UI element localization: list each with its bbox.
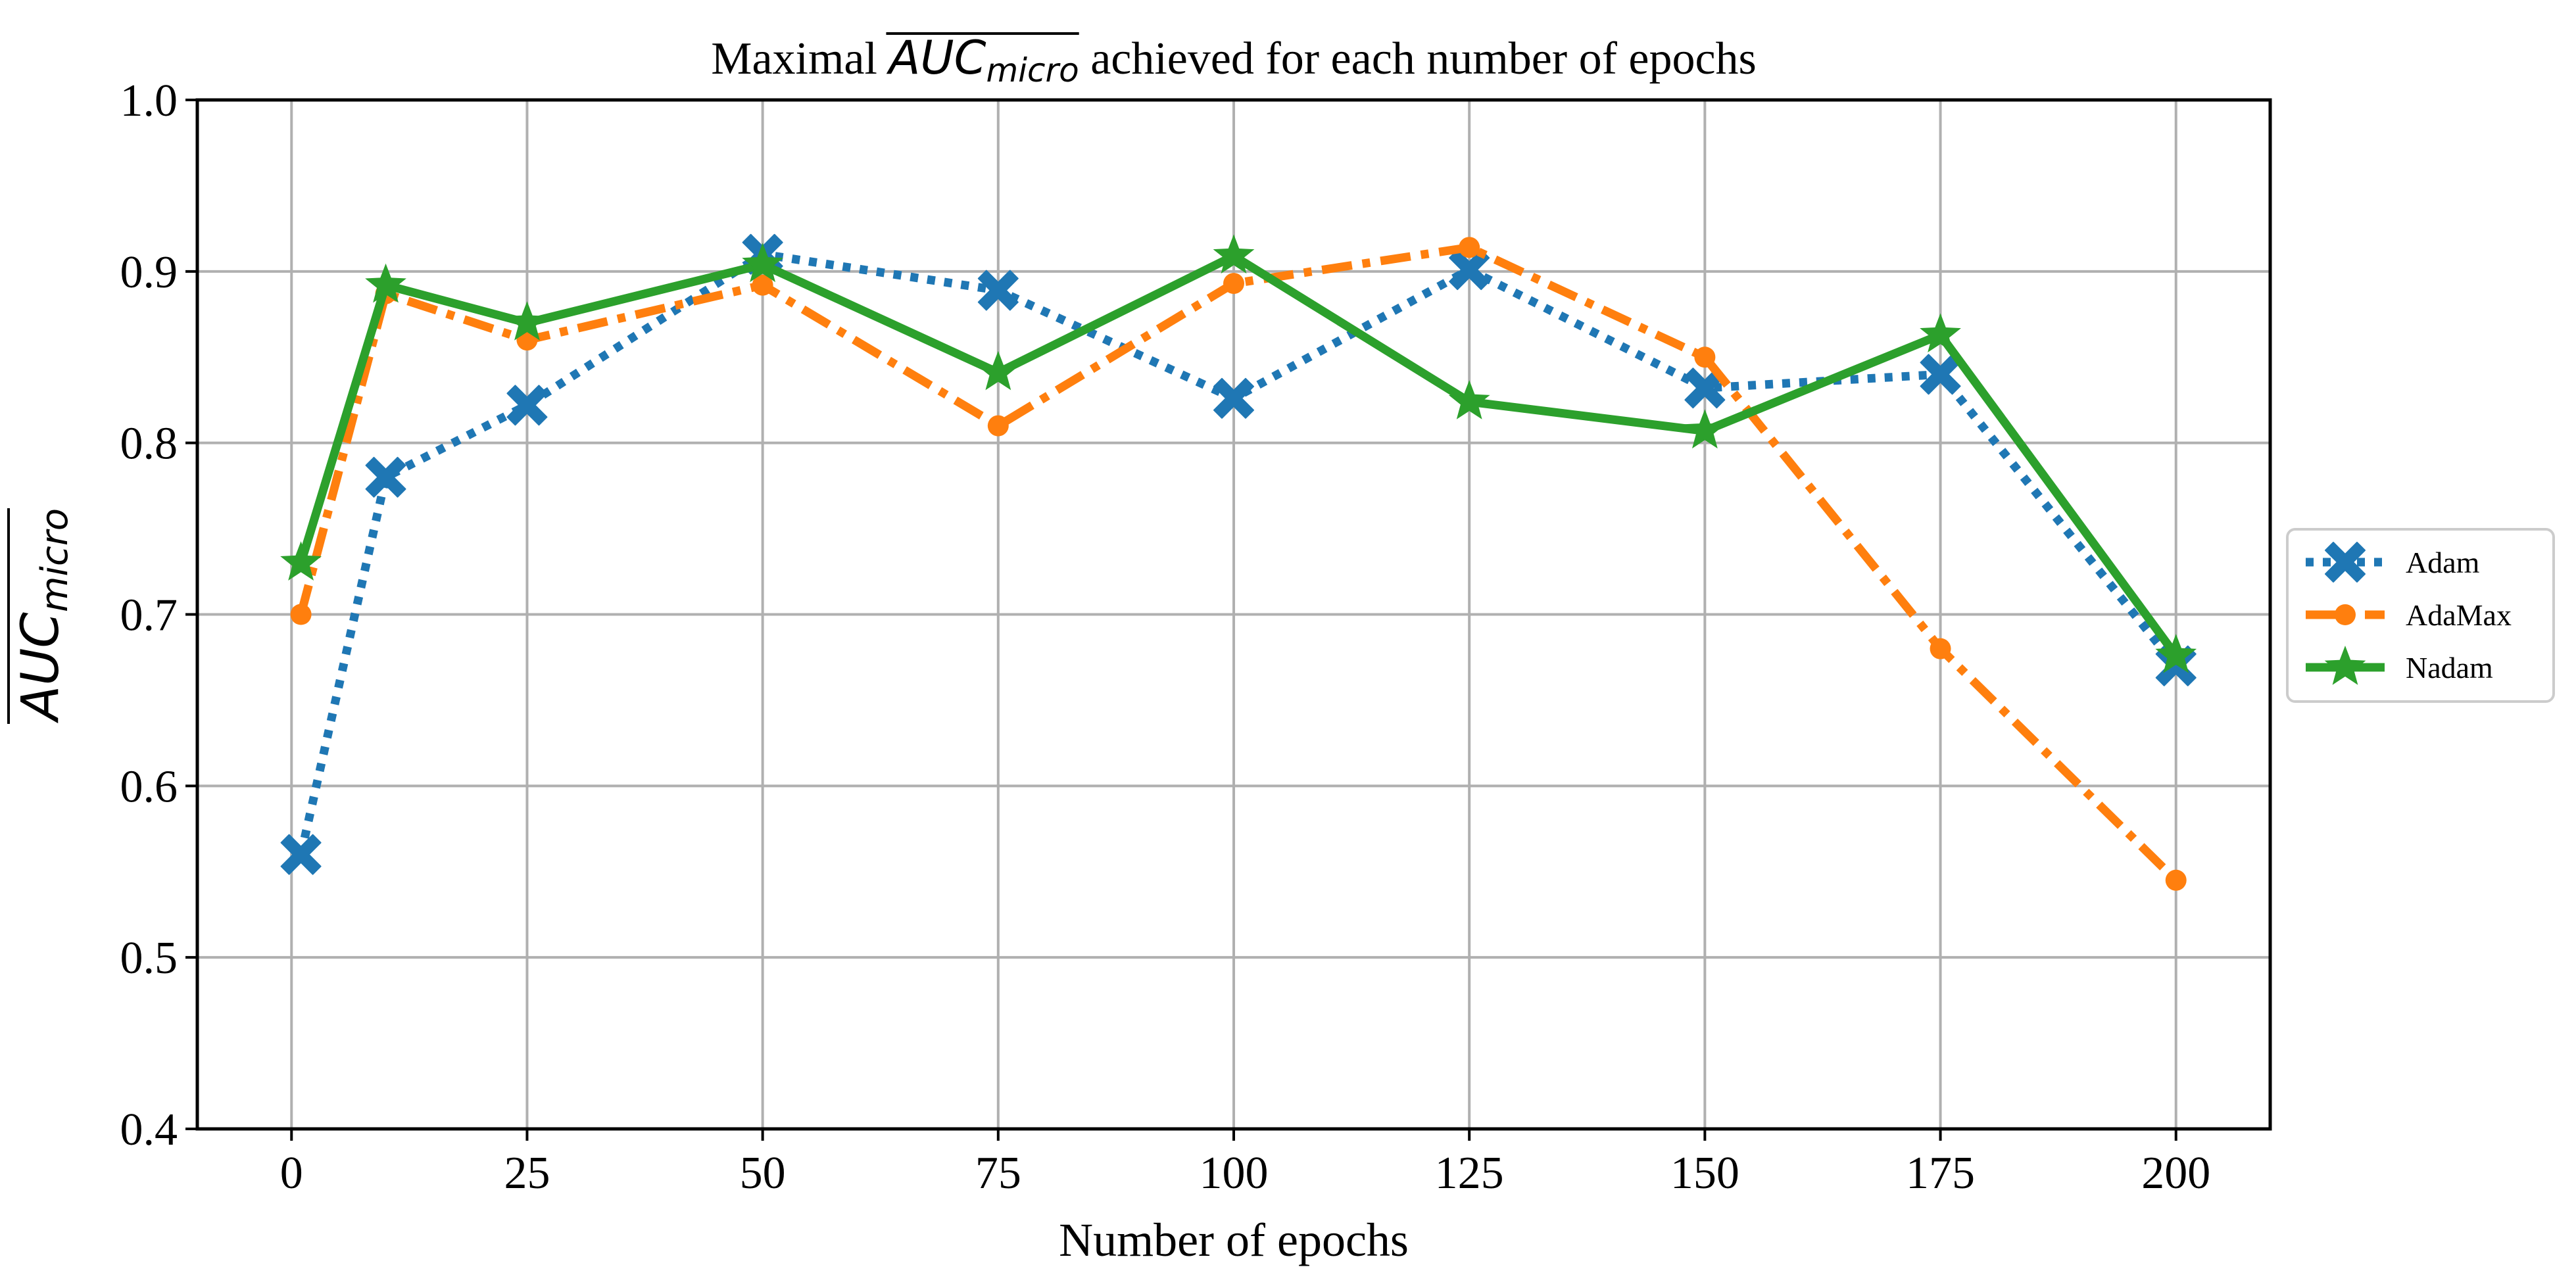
series-group (280, 233, 2197, 891)
x-axis-label: Number of epochs (1059, 1214, 1409, 1266)
y-tick-label: 1.0 (120, 76, 178, 126)
y-axis-label: AUCmicro (11, 508, 76, 724)
data-point-x (977, 270, 1019, 311)
chart-title: Maximal AUCmicro achieved for each numbe… (711, 31, 1757, 89)
y-tick-label: 0.6 (120, 761, 178, 812)
y-tick-label: 0.4 (120, 1105, 178, 1155)
x-tick-label: 100 (1200, 1148, 1269, 1199)
data-point-circle (752, 274, 773, 296)
x-tick-label: 50 (740, 1148, 786, 1199)
data-point-star (506, 301, 548, 341)
ylabel-auc: AUC (11, 612, 70, 724)
data-point-x (506, 385, 548, 426)
series-line-nadam (297, 251, 2179, 658)
legend: Adam AdaMax Nadam (2286, 528, 2555, 703)
legend-label: Adam (2406, 546, 2480, 579)
x-tick-label: 125 (1435, 1148, 1504, 1199)
data-point-circle (1930, 638, 1951, 659)
data-point-star (977, 350, 1019, 391)
x-tick-label: 150 (1670, 1148, 1739, 1199)
series-nadam (280, 234, 2197, 673)
data-point-star (2155, 634, 2197, 673)
data-point-circle (987, 415, 1009, 437)
y-tick-label: 0.5 (120, 933, 178, 984)
data-point-circle (2165, 869, 2187, 891)
x-tick-label: 0 (280, 1148, 303, 1199)
data-point-x (2325, 542, 2366, 583)
data-point-star (1448, 380, 1490, 419)
x-tick-label: 175 (1906, 1148, 1975, 1199)
y-tick-label: 0.7 (120, 590, 178, 641)
y-tick-label: 0.8 (120, 419, 178, 469)
axis-ticks: 0 25 50 75 100 125 150 175 200 0.4 0.5 0.6 0.7 0.8 0.9… (120, 76, 2211, 1199)
data-point-star (1684, 409, 1726, 449)
title-subscript: micro (986, 51, 1079, 89)
data-point-x (1449, 249, 1490, 291)
data-point-x (1213, 377, 1254, 419)
series-line-adam (297, 250, 2179, 856)
data-point-star (1213, 234, 1255, 274)
title-auc: AUC (886, 31, 986, 85)
data-point-circle (1223, 273, 1244, 295)
data-point-circle (1459, 237, 1480, 258)
data-point-star (742, 243, 784, 283)
ylabel-subscript: micro (34, 508, 76, 612)
legend-item-adamax: AdaMax (2306, 598, 2512, 632)
series-line-adamax (297, 243, 2179, 884)
data-point-x (1920, 354, 1961, 395)
y-tick-label: 0.9 (120, 247, 178, 298)
legend-label: Nadam (2406, 651, 2493, 684)
title-prefix: Maximal (711, 34, 888, 84)
data-point-circle (2335, 604, 2356, 625)
x-tick-label: 75 (975, 1148, 1021, 1199)
data-point-x (1684, 368, 1726, 409)
legend-item-nadam: Nadam (2306, 646, 2493, 685)
x-tick-label: 25 (504, 1148, 550, 1199)
svg-text:AUCmicro: AUCmicro (11, 508, 76, 724)
data-point-star (280, 541, 322, 581)
data-point-circle (290, 604, 312, 625)
legend-label: AdaMax (2406, 598, 2512, 632)
legend-item-adam: Adam (2306, 542, 2480, 583)
data-point-star (1920, 313, 1961, 353)
x-tick-label: 200 (2141, 1148, 2210, 1199)
data-point-circle (1694, 346, 1716, 368)
title-suffix: achieved for each number of epochs (1079, 34, 1757, 84)
data-point-star (2324, 646, 2366, 685)
data-point-star (365, 263, 406, 303)
series-adam (280, 233, 2197, 875)
data-point-x (280, 834, 322, 875)
data-point-x (365, 456, 406, 498)
series-adamax (290, 237, 2187, 891)
